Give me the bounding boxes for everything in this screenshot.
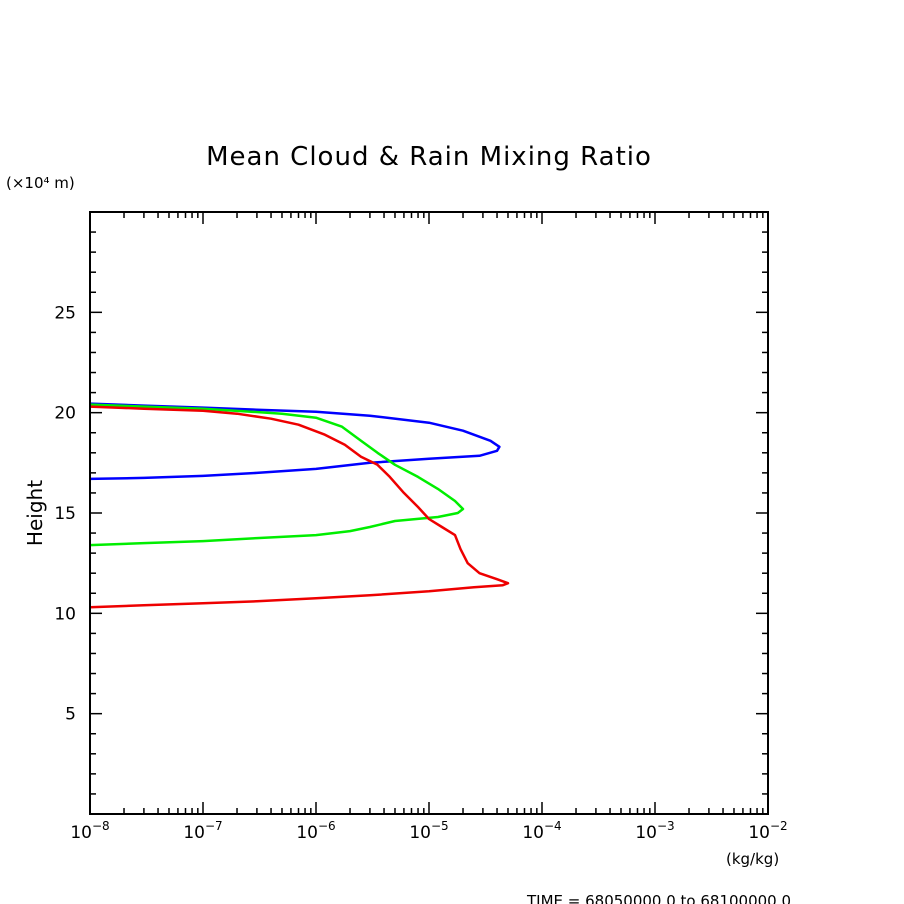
y-tick-label: 10	[54, 604, 76, 624]
y-tick-labels: 5 10 15 20 25	[54, 303, 76, 724]
x-tick-labels: 10−8 10−7 10−6 10−5 10−4 10−3 10−2	[70, 819, 787, 843]
time-range-label: TIME = 68050000.0 to 68100000.0	[526, 892, 791, 904]
y-tick-label: 5	[65, 705, 76, 725]
plot-frame	[89, 211, 769, 815]
series-lines	[89, 402, 510, 609]
y-axis-label: Height	[23, 480, 47, 546]
y-axis-unit: (×10⁴ m)	[6, 174, 75, 192]
x-tick-label: 10−3	[635, 819, 674, 843]
x-axis-unit: (kg/kg)	[726, 850, 779, 868]
series-line-3	[89, 405, 510, 609]
x-tick-label: 10−5	[409, 819, 448, 843]
y-tick-label: 15	[54, 504, 76, 524]
series-line-2	[89, 403, 465, 547]
axis-ticks	[89, 212, 768, 814]
chart-title: Mean Cloud & Rain Mixing Ratio	[206, 142, 652, 172]
y-tick-label: 20	[54, 404, 76, 424]
x-tick-label: 10−2	[748, 819, 787, 843]
x-tick-label: 10−8	[70, 819, 109, 843]
x-tick-label: 10−7	[183, 819, 222, 843]
y-tick-label: 25	[54, 303, 76, 323]
x-tick-label: 10−6	[296, 819, 335, 843]
x-tick-label: 10−4	[522, 819, 561, 843]
series-line-1	[89, 402, 501, 481]
